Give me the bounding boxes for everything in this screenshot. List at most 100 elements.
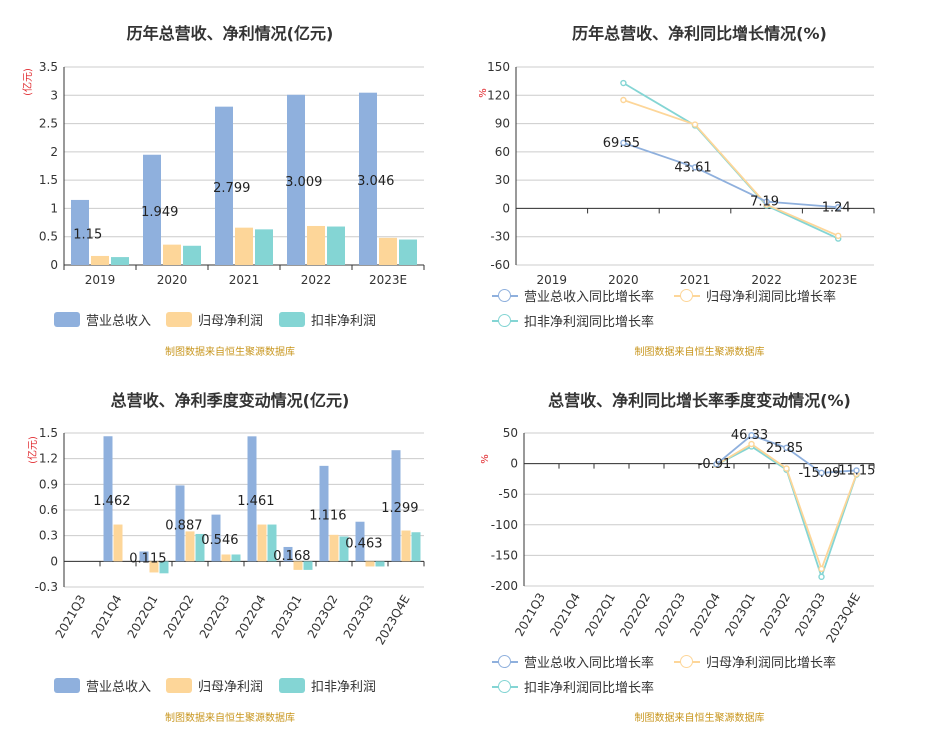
bar <box>375 561 385 567</box>
bar <box>411 532 421 562</box>
data-point <box>763 198 770 205</box>
chart-title: 历年总营收、净利同比增长情况(%) <box>572 24 827 43</box>
data-label: 0.546 <box>201 533 238 548</box>
legend-swatch <box>492 654 518 669</box>
data-point <box>691 121 699 128</box>
data-label: 7.19 <box>750 195 779 210</box>
y-tick-label: 0.3 <box>39 529 58 543</box>
x-tick-label: 2022Q4 <box>687 591 723 639</box>
y-tick-label: 1 <box>50 201 58 215</box>
legend-item-net-profit-growth[interactable]: 归母净利润同比增长率 <box>674 652 836 671</box>
annual-growth-chart: -60 -30 0 30 60 90 120 150 2019 2020 2021 2022 2023E… <box>478 60 875 287</box>
x-tick-label: 2021Q4 <box>89 593 125 641</box>
x-tick-label: 2021Q4 <box>547 591 583 639</box>
bar <box>221 554 231 562</box>
x-tick-label: 2022Q4 <box>233 593 269 641</box>
x-tick-label: 2023Q4E <box>823 591 863 646</box>
bar <box>359 92 377 265</box>
x-tick-label: 2020 <box>608 273 639 287</box>
data-point <box>620 139 627 147</box>
x-tick-label: 2020 <box>157 273 188 287</box>
legend-item-net-profit[interactable]: 归母净利润 <box>166 310 263 329</box>
bar <box>139 551 149 562</box>
x-tick-label: 2021Q3 <box>53 593 89 641</box>
bar <box>71 199 89 265</box>
y-tick-label: 2 <box>50 145 58 159</box>
bar <box>283 546 293 562</box>
y-tick-label: 3 <box>50 88 58 102</box>
bar <box>399 239 417 265</box>
y-tick-label: 0.9 <box>39 477 58 491</box>
y-tick-label: -60 <box>490 258 510 272</box>
y-tick-label: 30 <box>495 173 510 187</box>
y-axis-unit-label: % <box>480 454 491 464</box>
legend-swatch <box>492 313 518 328</box>
chart-title: 历年总营收、净利情况(亿元) <box>126 24 334 43</box>
x-tick-label: 2022Q2 <box>161 593 197 641</box>
legend-label: 扣非净利润 <box>311 314 377 329</box>
legend-swatch <box>674 654 700 669</box>
data-label: 1.949 <box>141 205 178 220</box>
x-tick-label: 2023Q3 <box>792 591 828 639</box>
legend-item-revenue-growth[interactable]: 营业总收入同比增长率 <box>492 286 654 305</box>
legend-swatch <box>54 678 80 693</box>
legend-item-revenue[interactable]: 营业总收入 <box>54 676 151 695</box>
legend-swatch <box>492 679 518 694</box>
bar <box>401 530 411 562</box>
bar <box>379 237 397 265</box>
data-point <box>783 444 790 451</box>
bar <box>143 154 161 265</box>
legend-item-revenue[interactable]: 营业总收入 <box>54 310 151 329</box>
y-tick-label: -100 <box>491 518 518 532</box>
y-tick-label: 1.5 <box>39 173 58 187</box>
bar <box>185 531 195 562</box>
y-tick-label: 3.5 <box>39 60 58 74</box>
legend-item-revenue-growth[interactable]: 营业总收入同比增长率 <box>492 652 654 671</box>
y-tick-label: 0.5 <box>39 230 58 244</box>
legend-swatch <box>492 288 518 303</box>
bar <box>183 245 201 265</box>
y-tick-label: 60 <box>495 145 510 159</box>
legend-label: 营业总收入 <box>86 680 152 695</box>
y-axis-unit-label: (亿元) <box>21 68 34 96</box>
series-line <box>623 99 839 237</box>
data-label: 3.009 <box>285 175 322 190</box>
data-point <box>835 204 842 211</box>
x-tick-label: 2023E <box>369 273 407 287</box>
legend-label: 营业总收入同比增长率 <box>524 290 655 305</box>
data-point <box>835 232 842 239</box>
legend-item-deducted-growth[interactable]: 扣非净利润同比增长率 <box>492 677 654 696</box>
bar <box>257 524 267 562</box>
legend-label: 营业总收入 <box>86 314 152 329</box>
x-tick-label: 2021Q3 <box>512 591 548 639</box>
legend-item-deducted-profit[interactable]: 扣非净利润 <box>279 676 376 695</box>
bar <box>319 465 329 562</box>
y-tick-label: -150 <box>491 548 518 562</box>
y-axis-unit-label: % <box>478 88 489 98</box>
y-tick-label: 50 <box>503 426 518 440</box>
data-point <box>818 565 825 573</box>
legend-label: 扣非净利润同比增长率 <box>524 315 655 330</box>
data-point <box>748 432 755 439</box>
x-tick-label: 2023Q3 <box>341 593 377 641</box>
x-tick-label: 2019 <box>85 273 116 287</box>
y-tick-label: 1.2 <box>39 452 58 466</box>
x-tick-label: 2022Q3 <box>197 593 233 641</box>
legend-label: 扣非净利润同比增长率 <box>524 681 655 696</box>
legend-item-net-profit[interactable]: 归母净利润 <box>166 676 263 695</box>
data-point <box>818 469 825 477</box>
legend-item-deducted-growth[interactable]: 扣非净利润同比增长率 <box>492 311 654 330</box>
bar <box>303 561 313 570</box>
y-tick-label: 0 <box>50 554 58 568</box>
legend-item-net-profit-growth[interactable]: 归母净利润同比增长率 <box>674 286 836 305</box>
data-label: 0.168 <box>273 549 310 564</box>
data-label: -0.91 <box>698 457 732 472</box>
x-tick-label: 2023Q1 <box>722 591 758 639</box>
y-axis-unit-label: (亿元) <box>26 436 39 464</box>
legend-item-deducted-profit[interactable]: 扣非净利润 <box>279 310 376 329</box>
bar <box>149 561 159 573</box>
y-tick-label: 0 <box>502 201 510 215</box>
x-tick-label: 2022Q1 <box>125 593 161 641</box>
legend-label: 营业总收入同比增长率 <box>524 656 655 671</box>
